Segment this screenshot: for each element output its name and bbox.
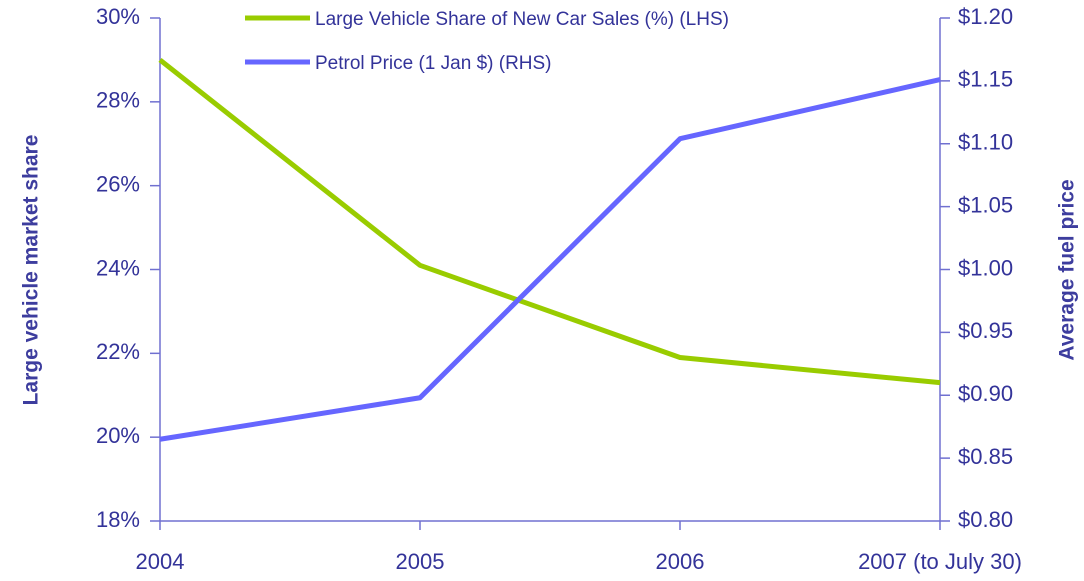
y-tick-label: 24% (96, 255, 140, 280)
x-tick-label: 2006 (656, 549, 705, 574)
y2-tick-label: $0.90 (958, 381, 1013, 406)
y2-tick-label: $1.00 (958, 255, 1013, 280)
y2-tick-label: $1.05 (958, 192, 1013, 217)
legend-label: Large Vehicle Share of New Car Sales (%)… (315, 9, 729, 30)
y2-tick-label: $1.10 (958, 130, 1013, 155)
y-tick-label: 26% (96, 171, 140, 196)
y-tick-label: 28% (96, 88, 140, 113)
y-tick-label: 18% (96, 507, 140, 532)
y-tick-label: 22% (96, 339, 140, 364)
y-tick-label: 30% (96, 4, 140, 29)
legend-label: Petrol Price (1 Jan $) (RHS) (315, 53, 552, 74)
x-tick-label: 2004 (136, 549, 185, 574)
y2-tick-label: $1.15 (958, 67, 1013, 92)
series-line (159, 77, 941, 442)
x-tick-label: 2007 (to July 30) (858, 549, 1022, 574)
y-axis-title: Large vehicle market share (20, 135, 43, 406)
series-line (158, 57, 941, 386)
y2-axis-title: Average fuel price (1056, 179, 1079, 360)
y2-tick-label: $1.20 (958, 4, 1013, 29)
x-tick-label: 2005 (396, 549, 445, 574)
y2-tick-label: $0.95 (958, 318, 1013, 343)
y-tick-label: 20% (96, 423, 140, 448)
y2-tick-label: $0.85 (958, 444, 1013, 469)
y2-tick-label: $0.80 (958, 507, 1013, 532)
